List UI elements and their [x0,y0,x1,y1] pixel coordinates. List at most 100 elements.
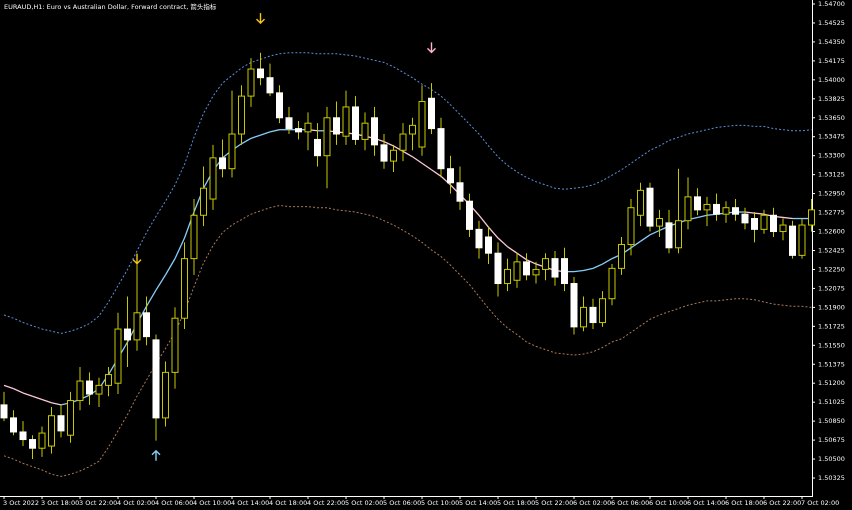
candle-body [200,187,207,216]
candle-body [722,207,730,215]
candle-body [57,415,65,432]
candle-body [542,258,549,270]
candle-body [523,261,530,276]
candle-body [637,189,644,216]
x-tick-label: 7 Oct 02:00 [801,499,839,507]
middle-line-segment [583,267,594,272]
middle-line-segment [497,237,508,248]
y-tick-label: 1.50675 [818,436,845,444]
candle-body [703,203,711,211]
middle-line-segment [478,214,490,228]
x-tick-label: 6 Oct 18:00 [725,499,763,507]
candle-body [770,214,777,233]
middle-line-segment [507,246,518,254]
y-tick-label: 1.53300 [818,152,845,160]
band-line [3,204,812,477]
candle-body [751,218,758,230]
candle-body [276,92,283,119]
middle-line-segment [754,212,765,215]
middle-line-segment [573,269,584,273]
candle-body [551,258,559,278]
y-tick-label: 1.54350 [818,38,845,46]
candle-body [333,117,340,135]
middle-line-segment [649,229,660,236]
candle-body [257,68,264,79]
candle-body [504,268,511,285]
candle-body [29,439,36,449]
y-tick-label: 1.52775 [818,209,845,217]
y-tick-label: 1.52250 [818,265,845,273]
candle-body [570,283,578,328]
y-tick-label: 1.50325 [818,474,845,482]
middle-line-segment [782,216,793,220]
middle-line-segment [250,134,261,139]
y-tick-label: 1.51025 [818,398,845,406]
middle-line-segment [744,211,755,214]
middle-line-segment [402,150,413,158]
y-tick-label: 1.52950 [818,190,845,198]
candle-body [76,380,84,402]
y-tick-label: 1.53475 [818,133,845,141]
y-tick-label: 1.50850 [818,417,845,425]
middle-line-segment [383,141,394,147]
candle-body [665,222,673,249]
y-tick-label: 1.51375 [818,360,845,368]
candle-body [760,214,768,230]
y-tick-label: 1.54000 [818,76,845,84]
x-tick-label: 6 Oct 22:00 [763,499,801,507]
middle-line-segment [51,402,62,406]
candle-body [190,214,198,260]
candle-body [209,157,217,200]
y-tick-label: 1.54700 [818,0,845,8]
middle-line-segment [526,259,537,265]
candle-body [143,312,150,338]
candle-body [152,339,160,419]
middle-line-segment [32,395,43,401]
candle-body [589,306,597,324]
middle-line-segment [421,162,432,171]
candle-body [447,168,454,184]
y-tick-label: 1.52600 [818,228,845,236]
candle-body [485,236,492,254]
candle-body [428,97,435,130]
chart-title: EURAUD,H1: Euro vs Australian Dollar, Fo… [4,2,217,11]
y-tick-label: 1.51900 [818,303,845,311]
middle-line-segment [13,388,24,394]
candle-body [656,218,663,227]
middle-line-segment [269,129,280,133]
middle-line-segment [260,131,271,136]
candle-body [162,371,169,419]
candle-body [646,187,654,227]
candle-body [713,203,720,215]
candle-body [219,157,226,170]
candle-body [798,224,806,256]
y-tick-label: 1.53125 [818,171,845,179]
candle-body [390,149,397,162]
candle-body [789,225,796,256]
middle-line-segment [640,234,651,242]
candle-body [675,220,682,249]
candle-body [418,101,426,148]
candle-body [10,417,17,433]
candle-body [466,200,473,230]
y-tick-label: 1.53825 [818,95,845,103]
candle-body [238,95,245,135]
x-tick-label: 5 Oct 02:00 [345,499,383,507]
x-tick-label: 3 Oct 2022 [3,499,39,507]
candle-body [599,298,606,324]
x-tick-label: 4 Oct 02:00 [117,499,155,507]
candle-body [456,182,464,202]
candle-body [0,404,8,419]
candle-body [247,68,255,97]
x-tick-label: 6 Oct 14:00 [687,499,725,507]
x-tick-label: 5 Oct 22:00 [535,499,573,507]
middle-line-segment [412,156,423,164]
middle-line-segment [592,263,603,269]
x-tick-label: 5 Oct 06:00 [383,499,421,507]
middle-line-segment [440,175,451,186]
candle-body [608,267,616,300]
candle-body [314,138,321,157]
candle-body [808,209,815,226]
x-tick-label: 4 Oct 18:00 [269,499,307,507]
candle-body [48,415,55,447]
